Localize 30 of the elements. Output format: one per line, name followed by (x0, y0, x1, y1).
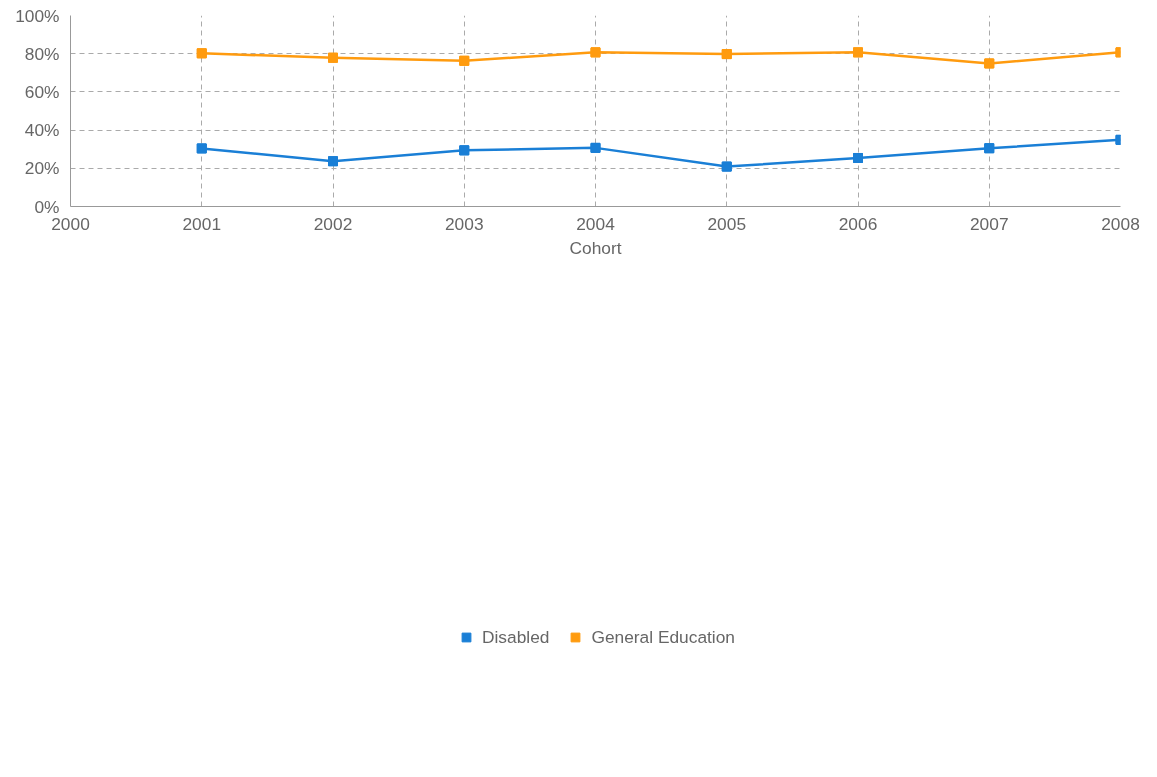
x-tick-label: 2002 (313, 213, 353, 234)
point (721, 161, 732, 172)
x-tick-label: 2005 (707, 213, 747, 234)
point (721, 49, 732, 60)
point (984, 143, 995, 154)
y-tick-label: 20% (24, 158, 60, 179)
point (196, 48, 207, 59)
legend-label: General Education (591, 626, 735, 648)
x-tick-label: 2008 (1101, 213, 1140, 234)
point (984, 58, 995, 69)
point (196, 143, 207, 154)
point (853, 47, 863, 58)
point (328, 52, 338, 63)
point (590, 47, 601, 58)
point (459, 55, 470, 66)
x-tick-label: 2001 (182, 213, 222, 234)
x-tick-label: 2007 (969, 213, 1009, 234)
x-tick-label: 2004 (576, 213, 616, 234)
point (328, 156, 338, 167)
x-tick-label: 2003 (444, 213, 484, 234)
y-tick-label: 80% (24, 43, 60, 64)
y-tick-label: 60% (24, 81, 60, 102)
x-tick-label: 2006 (838, 213, 878, 234)
point (459, 145, 470, 156)
point (590, 142, 601, 153)
y-tick-label: 40% (24, 120, 60, 141)
x-axis-title: Cohort (569, 237, 622, 258)
point (853, 152, 863, 163)
legend-label: Disabled (482, 626, 550, 648)
y-tick-label: 100% (15, 5, 60, 26)
